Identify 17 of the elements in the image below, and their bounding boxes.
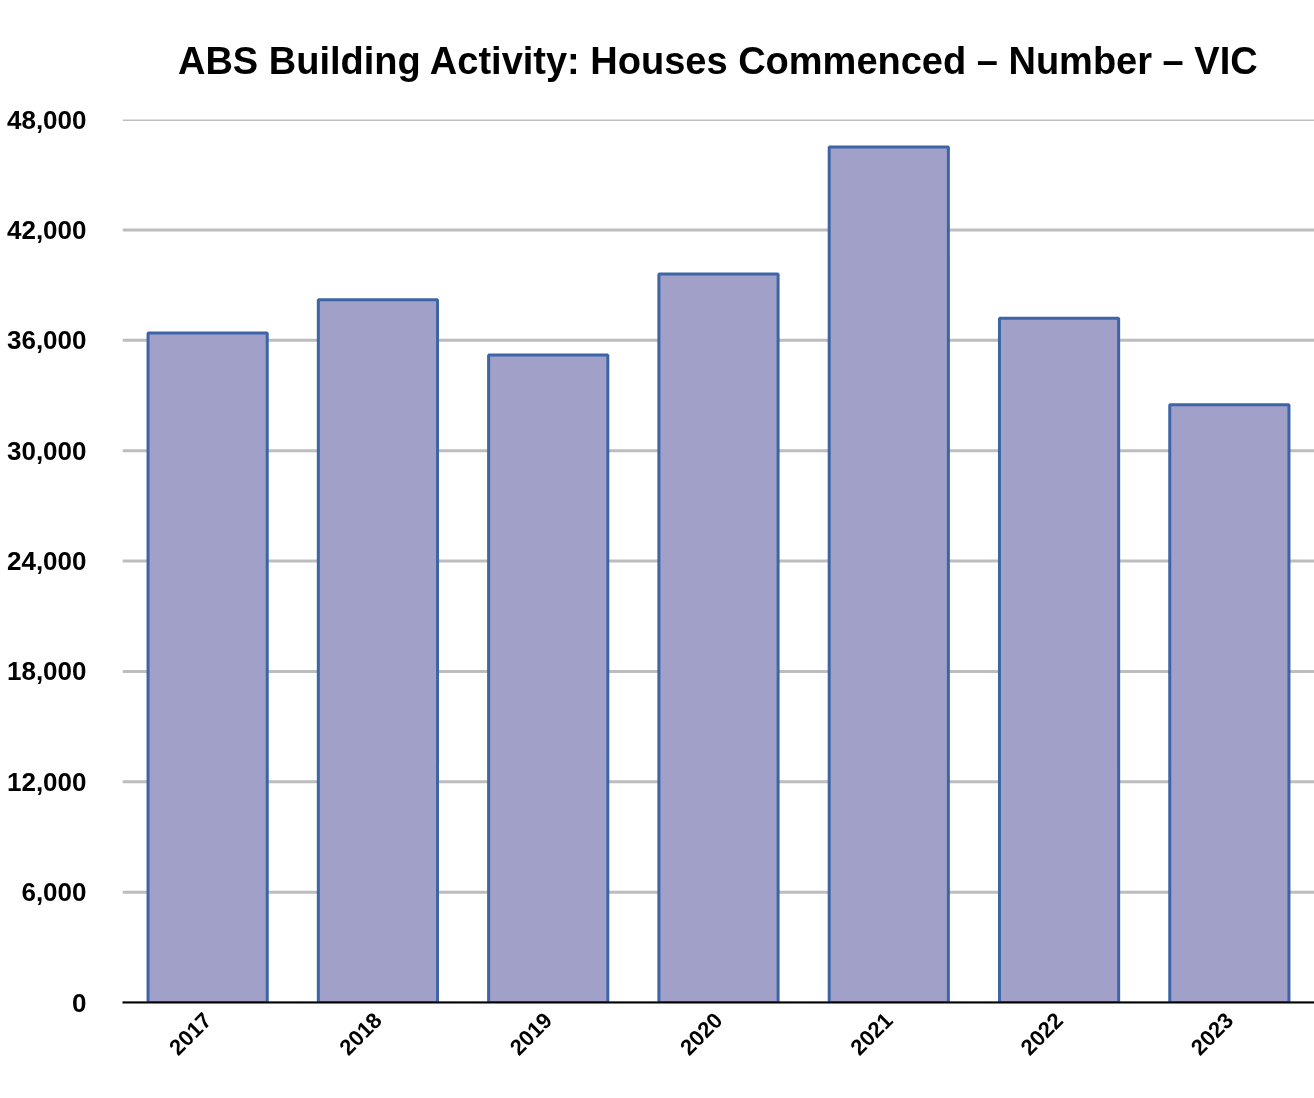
bar <box>146 331 269 1003</box>
y-tick-label: 48,000 <box>6 104 87 135</box>
chart-title: ABS Building Activity: Houses Commenced – Number – VIC <box>177 40 1258 82</box>
y-tick-label: 0 <box>72 987 87 1018</box>
bar <box>827 145 950 1003</box>
bar <box>657 272 780 1003</box>
bar <box>487 353 610 1003</box>
y-tick-label: 6,000 <box>21 877 87 908</box>
y-tick-label: 36,000 <box>6 325 87 356</box>
y-tick-label: 24,000 <box>6 546 87 576</box>
bar <box>316 298 440 1003</box>
y-tick-label: 30,000 <box>6 435 87 466</box>
y-tick-label: 42,000 <box>6 214 87 245</box>
bar <box>1168 403 1291 1003</box>
bar <box>997 316 1121 1003</box>
y-tick-label: 18,000 <box>6 656 87 687</box>
y-tick-label: 12,000 <box>6 766 87 797</box>
